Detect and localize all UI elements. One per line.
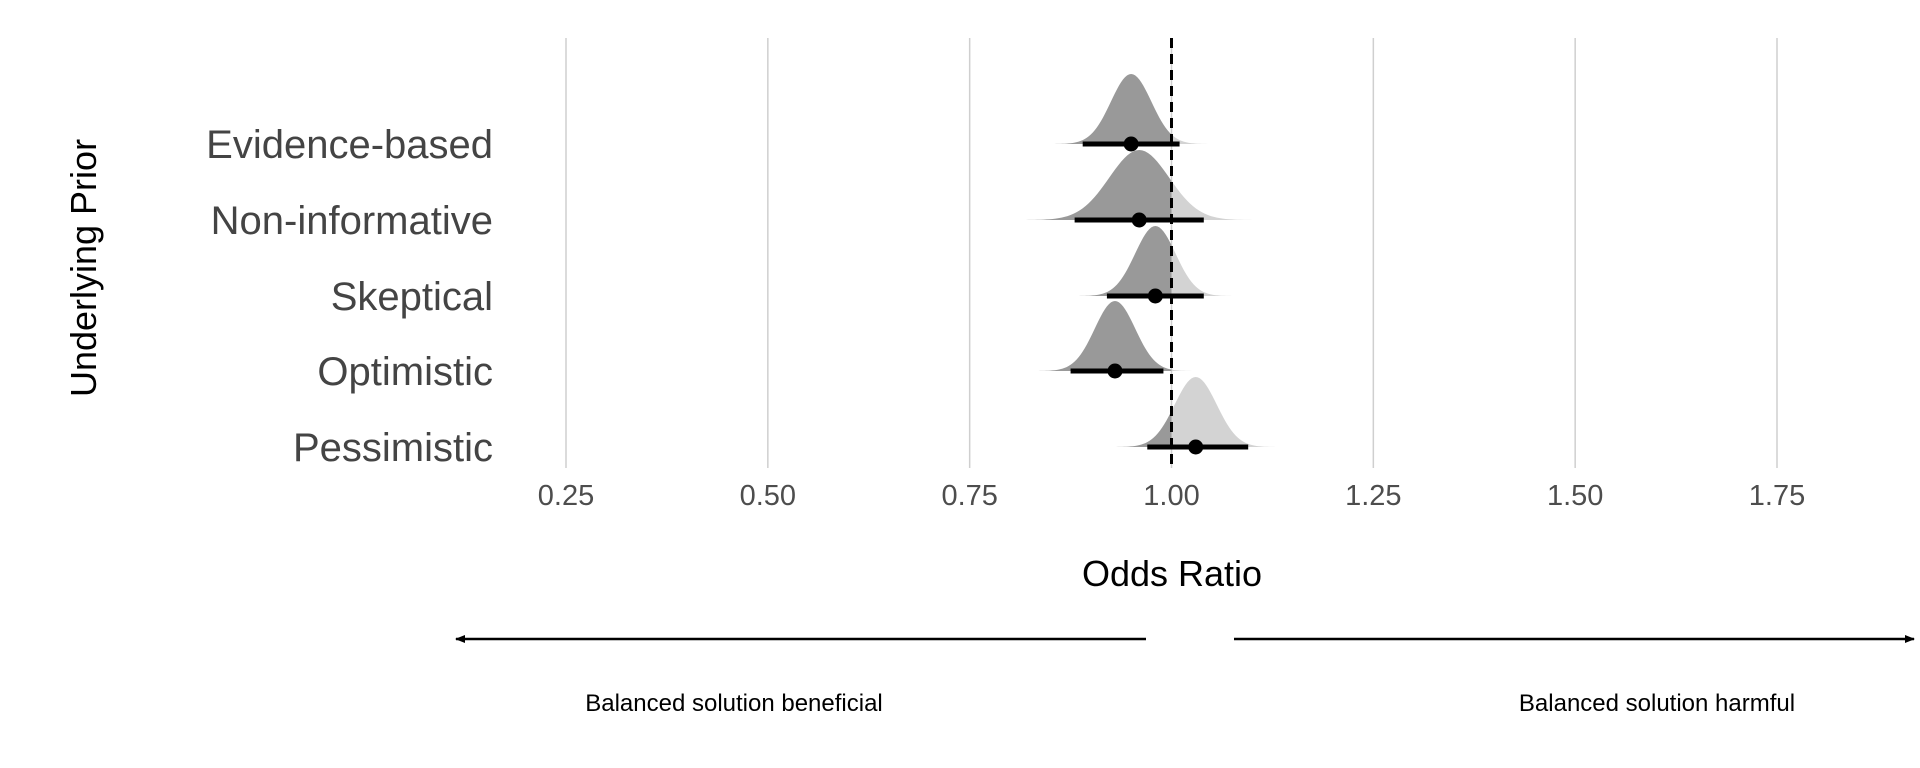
point-estimate	[1188, 439, 1204, 455]
x-tick-label: 1.50	[1547, 480, 1603, 512]
y-category-label: Optimistic	[317, 350, 493, 394]
y-category-label: Evidence-based	[206, 123, 493, 167]
intervals	[1070, 136, 1249, 455]
density-above-reference	[1171, 369, 1196, 371]
density-curves	[1019, 74, 1280, 447]
density-above-reference	[1171, 245, 1237, 296]
x-tick-label: 1.75	[1749, 480, 1805, 512]
density-below-reference	[1074, 226, 1172, 296]
point-estimate	[1107, 363, 1123, 379]
density-above-reference	[1171, 377, 1280, 447]
density-below-reference	[1034, 301, 1172, 371]
point-estimate	[1123, 136, 1139, 152]
annotation-beneficial: Balanced solution beneficial	[585, 690, 883, 717]
y-axis-title: Underlying Prior	[63, 139, 104, 397]
density-above-reference	[1171, 180, 1259, 220]
x-tick-label: 0.75	[941, 480, 997, 512]
density-below-reference	[1111, 411, 1172, 447]
y-category-labels: Evidence-based Non-informative Skeptical Op…	[206, 123, 493, 470]
x-tick-label: 1.00	[1143, 480, 1199, 512]
point-estimate	[1131, 212, 1147, 228]
density-above-reference	[1171, 134, 1212, 144]
density-below-reference	[1019, 150, 1172, 220]
x-axis-title: Odds Ratio	[1082, 553, 1262, 594]
x-tick-labels: 0.25 0.50 0.75 1.00 1.25 1.50 1.75	[538, 480, 1805, 512]
x-tick-label: 0.50	[740, 480, 796, 512]
point-estimate	[1147, 288, 1163, 304]
x-tick-label: 0.25	[538, 480, 594, 512]
x-tick-label: 1.25	[1345, 480, 1401, 512]
y-category-label: Skeptical	[331, 275, 493, 319]
y-category-label: Pessimistic	[293, 426, 493, 470]
y-category-label: Non-informative	[211, 199, 493, 243]
density-below-reference	[1050, 74, 1172, 144]
annotation-harmful: Balanced solution harmful	[1519, 690, 1795, 717]
